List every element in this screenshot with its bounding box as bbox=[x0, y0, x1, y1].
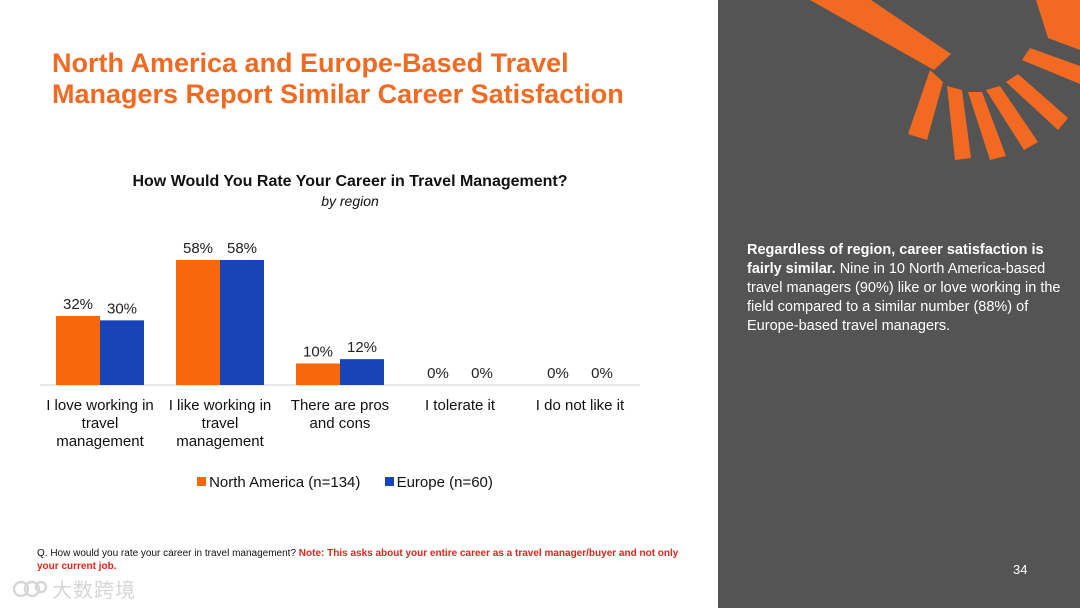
chart-title: How Would You Rate Your Career in Travel… bbox=[132, 173, 568, 190]
legend-swatch-north-america bbox=[197, 477, 207, 486]
category-label-1-line1: travel bbox=[202, 415, 239, 432]
category-label-0-line1: travel bbox=[82, 415, 119, 432]
bar-north-america-1 bbox=[176, 260, 220, 385]
slide-title: North America and Europe-Based Travel Ma… bbox=[52, 48, 692, 110]
footnote-question: Q. How would you rate your career in tra… bbox=[37, 548, 297, 559]
bar-europe-0 bbox=[100, 320, 144, 385]
category-label-2-line1: and cons bbox=[310, 415, 371, 432]
category-label-0-line2: management bbox=[56, 433, 144, 450]
watermark: 大数跨境 bbox=[10, 574, 136, 603]
chart-subtitle: by region bbox=[321, 193, 379, 209]
watermark-logo-icon bbox=[12, 580, 48, 598]
legend-label-europe: Europe (n=60) bbox=[396, 474, 493, 491]
data-label-europe-2: 12% bbox=[347, 339, 377, 356]
data-label-north-america-3: 0% bbox=[427, 365, 449, 382]
panel-body: Nine in 10 North America-based travel ma… bbox=[747, 261, 1061, 334]
slide-title-line1: North America and Europe-Based Travel bbox=[52, 48, 569, 78]
category-label-0-line0: I love working in bbox=[46, 397, 154, 414]
sunburst-logo-icon bbox=[810, 0, 1080, 160]
data-label-europe-4: 0% bbox=[591, 365, 613, 382]
watermark-text: 大数跨境 bbox=[52, 580, 136, 602]
category-label-1-line2: management bbox=[176, 433, 264, 450]
data-label-north-america-4: 0% bbox=[547, 365, 569, 382]
legend-swatch-europe bbox=[384, 477, 394, 486]
page-number: 34 bbox=[1013, 562, 1028, 577]
panel-highlight: Regardless of region, career satisfactio… bbox=[747, 242, 1044, 277]
bar-europe-2 bbox=[340, 359, 384, 385]
data-label-europe-1: 58% bbox=[227, 240, 257, 257]
bar-chart: 32% 30%I love working intravelmanagement5… bbox=[40, 240, 640, 450]
footnote: Q. How would you rate your career in tra… bbox=[37, 547, 697, 573]
data-label-north-america-1: 58% bbox=[183, 240, 213, 257]
legend-label-north-america: North America (n=134) bbox=[209, 474, 361, 491]
side-panel: Regardless of region, career satisfactio… bbox=[718, 0, 1080, 608]
chart-legend: North America (n=134) Europe (n=60) bbox=[0, 474, 690, 491]
bar-north-america-0 bbox=[56, 316, 100, 385]
footnote-note: Note: This asks about your entire career… bbox=[37, 548, 679, 572]
slide-title-line2: Managers Report Similar Career Satisfact… bbox=[52, 79, 624, 109]
data-label-north-america-0: 32% bbox=[63, 296, 93, 313]
data-label-north-america-2: 10% bbox=[303, 343, 333, 360]
data-label-europe-0: 30% bbox=[107, 300, 137, 317]
category-label-4-line0: I do not like it bbox=[536, 397, 625, 414]
bar-europe-1 bbox=[220, 260, 264, 385]
category-label-3-line0: I tolerate it bbox=[425, 397, 496, 414]
category-label-1-line0: I like working in bbox=[169, 397, 272, 414]
bar-north-america-2 bbox=[296, 363, 340, 385]
panel-summary: Regardless of region, career satisfactio… bbox=[747, 241, 1065, 336]
legend-item-europe: Europe (n=60) bbox=[384, 474, 493, 491]
legend-item-north-america: North America (n=134) bbox=[197, 474, 360, 491]
category-label-2-line0: There are pros bbox=[291, 397, 389, 414]
data-label-europe-3: 0% bbox=[471, 365, 493, 382]
